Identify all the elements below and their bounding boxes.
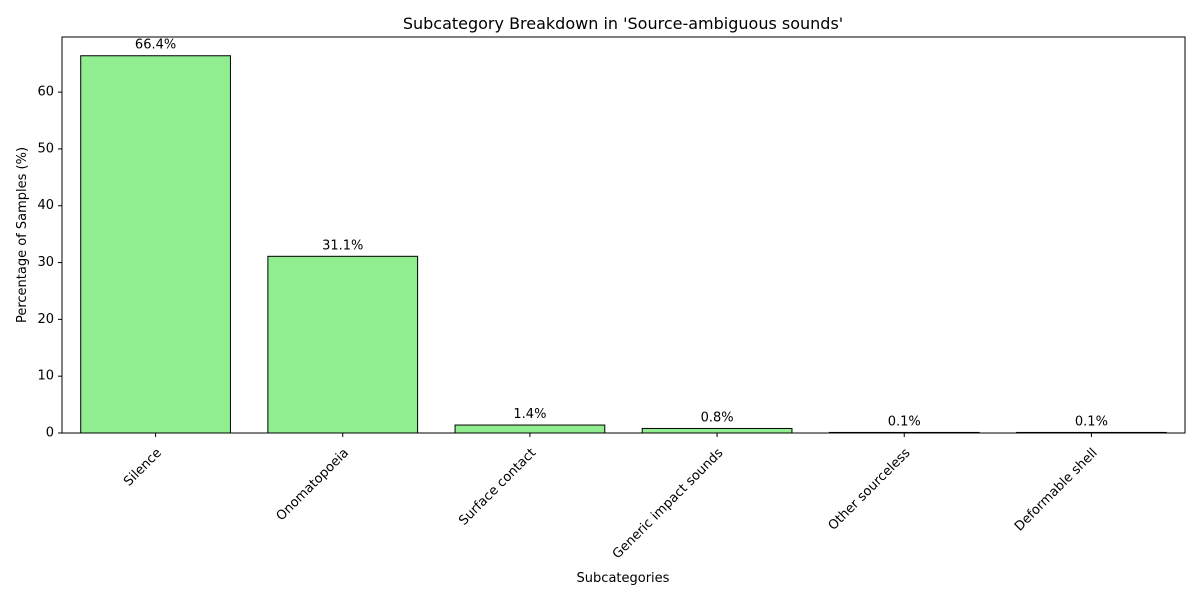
y-tick-label-0: 0 (46, 426, 54, 441)
x-tick-label-3: Generic impact sounds (610, 446, 727, 563)
data-label-5: 0.1% (1075, 414, 1108, 429)
bar-1 (267, 255, 419, 434)
plot-area: 66.4% Silence 31.1% Onomatopoeia 1.4% Surface… (37, 36, 1186, 563)
x-tick-label-0: Silence (121, 446, 165, 490)
x-tick-label-2: Surface contact (456, 446, 539, 529)
y-tick-label-6: 60 (37, 85, 54, 100)
data-label-1: 31.1% (322, 238, 363, 253)
y-tick-label-1: 10 (37, 369, 54, 384)
x-tick-label-5: Deformable shell (1012, 446, 1101, 535)
y-axis-label: Percentage of Samples (%) (15, 147, 30, 323)
y-tick-label-5: 50 (37, 141, 54, 156)
bar-0 (80, 55, 231, 434)
plot-frame (61, 36, 1186, 434)
x-tick-label-4: Other sourceless (826, 445, 914, 533)
data-label-2: 1.4% (513, 407, 546, 422)
y-tick-label-2: 20 (37, 312, 54, 327)
data-label-0: 66.4% (135, 38, 176, 53)
x-tick-label-1: Onomatopoeia (274, 446, 352, 524)
chart-title: Subcategory Breakdown in 'Source-ambiguo… (403, 14, 843, 33)
y-tick-label-4: 40 (37, 198, 54, 213)
bar-3 (641, 427, 793, 434)
x-axis-label: Subcategories (577, 571, 670, 586)
data-label-4: 0.1% (888, 414, 921, 429)
bar-2 (454, 424, 606, 434)
data-label-3: 0.8% (701, 410, 734, 425)
y-tick-label-3: 30 (37, 255, 54, 270)
